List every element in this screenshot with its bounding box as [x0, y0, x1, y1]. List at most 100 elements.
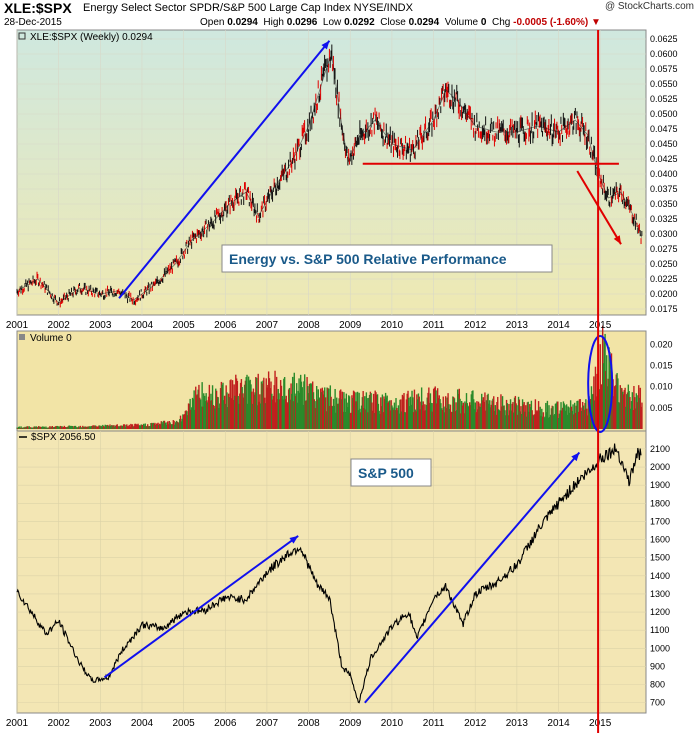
- volume-bar: [82, 426, 85, 429]
- volume-bar: [537, 411, 539, 429]
- volume-bar: [232, 399, 235, 429]
- volume-bar: [94, 425, 97, 429]
- volume-bar: [641, 402, 643, 429]
- price-x-tick-label: 2011: [423, 320, 445, 331]
- volume-bar: [559, 410, 561, 429]
- volume-bar: [382, 412, 384, 429]
- volume-bar: [70, 425, 72, 429]
- volume-bar: [260, 381, 263, 429]
- volume-bar: [628, 391, 630, 429]
- volume-y-tick-label: 0.015: [650, 361, 673, 371]
- volume-bar: [203, 395, 206, 429]
- volume-bar: [432, 388, 435, 429]
- volume-bar: [169, 422, 171, 429]
- volume-bar: [440, 403, 442, 429]
- volume-bar: [441, 410, 444, 429]
- volume-bar: [555, 403, 557, 429]
- volume-bar: [148, 426, 150, 429]
- volume-bar: [225, 385, 227, 429]
- volume-bar: [593, 400, 596, 429]
- volume-bar: [625, 406, 627, 429]
- volume-bar: [179, 415, 182, 429]
- volume-bar: [316, 399, 319, 429]
- volume-bar: [503, 405, 505, 429]
- spx-x-tick-label: 2011: [423, 718, 445, 729]
- volume-bar: [144, 423, 146, 429]
- volume-bar: [150, 423, 152, 429]
- volume-bar: [168, 420, 171, 429]
- price-x-tick-label: 2004: [131, 320, 154, 331]
- volume-bar: [570, 406, 573, 429]
- volume-bar: [548, 405, 550, 429]
- volume-bar: [336, 403, 339, 429]
- volume-bar: [469, 405, 472, 429]
- price-y-tick-label: 0.0525: [650, 94, 678, 104]
- volume-bar: [571, 410, 573, 429]
- volume-bar: [634, 408, 637, 429]
- volume-bar: [311, 381, 314, 429]
- volume-bar: [171, 424, 173, 429]
- volume-bar: [145, 425, 147, 429]
- volume-bar: [358, 392, 360, 429]
- volume-bar: [332, 406, 334, 429]
- volume-bar: [496, 401, 498, 429]
- volume-bar: [621, 388, 623, 429]
- volume-bar: [243, 397, 245, 429]
- volume-bar: [591, 394, 593, 429]
- volume-bar: [421, 405, 424, 429]
- volume-bar: [456, 410, 458, 429]
- volume-bar: [521, 413, 523, 429]
- volume-bar: [239, 393, 241, 429]
- volume-bar: [89, 425, 91, 429]
- volume-bar: [537, 401, 540, 429]
- volume-bar: [620, 387, 622, 429]
- volume-bar: [509, 410, 511, 429]
- volume-bar: [34, 426, 37, 429]
- volume-bar: [318, 397, 320, 429]
- volume-bar: [413, 389, 416, 429]
- volume-bar: [388, 401, 390, 429]
- volume-bar: [424, 404, 426, 429]
- price-x-tick-label: 2009: [339, 320, 362, 331]
- volume-bar: [50, 427, 52, 429]
- volume-bar: [94, 425, 96, 429]
- volume-bar: [363, 408, 365, 429]
- volume-bar: [352, 397, 354, 429]
- volume-bar: [600, 384, 602, 429]
- volume-bar: [320, 388, 322, 429]
- volume-bar: [102, 426, 105, 429]
- volume-bar: [576, 400, 578, 429]
- volume-bar: [18, 426, 21, 429]
- volume-bar: [393, 402, 396, 429]
- volume-bar: [305, 400, 307, 429]
- price-x-tick-label: 2006: [214, 320, 237, 331]
- spx-x-tick-label: 2012: [464, 718, 487, 729]
- volume-bar: [114, 425, 117, 429]
- volume-bar: [630, 401, 633, 429]
- volume-bar: [546, 400, 549, 429]
- volume-bar: [251, 391, 253, 429]
- volume-bar: [460, 413, 462, 429]
- volume-bar: [557, 418, 560, 429]
- volume-bar: [630, 408, 632, 429]
- volume-bar: [110, 425, 113, 429]
- volume-bar: [373, 412, 376, 429]
- volume-bar: [122, 426, 124, 429]
- spx-y-tick-label: 1900: [650, 480, 670, 490]
- volume-bar: [426, 397, 428, 429]
- volume-bar: [433, 387, 436, 429]
- volume-bar: [360, 405, 363, 429]
- spx-y-tick-label: 1800: [650, 498, 670, 508]
- spx-x-tick-label: 2006: [214, 718, 237, 729]
- volume-bar: [544, 416, 546, 429]
- volume-bar: [26, 426, 28, 429]
- volume-bar: [569, 400, 572, 429]
- volume-bar: [154, 422, 156, 429]
- volume-y-tick-label: 0.010: [650, 382, 673, 392]
- volume-bar: [429, 393, 432, 429]
- volume-bar: [388, 400, 391, 429]
- volume-bar: [219, 388, 222, 429]
- volume-bar: [41, 426, 43, 429]
- volume-bar: [580, 407, 582, 429]
- volume-bar: [513, 412, 515, 429]
